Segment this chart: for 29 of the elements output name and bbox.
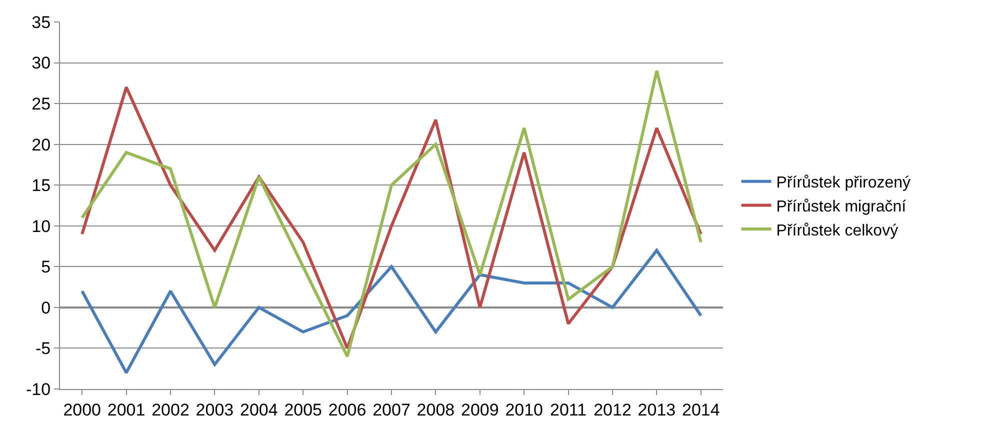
x-tick-label: 2007	[372, 400, 410, 420]
x-tick-label: 2000	[63, 400, 102, 420]
y-tick-label: -5	[35, 339, 51, 358]
y-tick-label: 20	[32, 135, 51, 154]
y-tick-label: 30	[32, 54, 51, 73]
x-tick-label: 2009	[460, 400, 499, 420]
y-tick-label: 0	[41, 298, 51, 318]
x-tick-label: 2004	[240, 400, 278, 420]
y-tick-label: 10	[32, 216, 51, 236]
y-tick-label: 5	[41, 258, 51, 277]
x-tick-label: 2014	[682, 400, 720, 420]
x-tick-label: 2012	[594, 400, 632, 420]
line-series	[80, 248, 702, 374]
x-tick-label: 2013	[638, 400, 676, 420]
y-tick-label: 25	[32, 94, 51, 114]
x-tick-label: 2006	[328, 400, 366, 420]
x-tick-label: 2011	[550, 400, 587, 420]
x-tick-label: 2005	[284, 400, 322, 420]
y-tick-label: 15	[32, 176, 51, 196]
x-tick-label: 2010	[505, 400, 544, 420]
legend-label: Přírůstek migrační	[776, 198, 907, 216]
y-tick-label: 35	[32, 12, 51, 32]
legend-label: Přírůstek celkový	[776, 222, 898, 240]
x-tick-label: 2001	[107, 400, 146, 420]
x-tick-label: 2008	[416, 400, 455, 420]
x-tick-label: 2003	[196, 400, 234, 420]
x-tick-label: 2002	[152, 400, 190, 420]
legend-label: Přírůstek přirozený	[776, 174, 911, 192]
y-tick-label: -10	[26, 380, 51, 399]
